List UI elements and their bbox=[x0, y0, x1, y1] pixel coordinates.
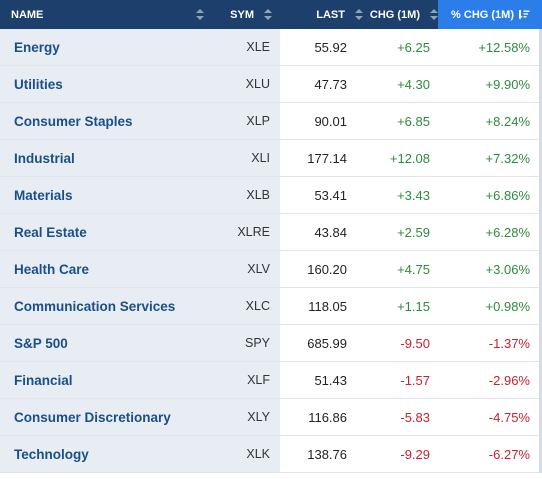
last-price-cell: 160.20 bbox=[307, 261, 347, 277]
last-price-cell: 51.43 bbox=[314, 372, 347, 388]
sector-name-link[interactable]: Materials bbox=[0, 177, 213, 213]
sector-name-link[interactable]: Industrial bbox=[0, 140, 213, 176]
table-row[interactable]: Consumer Discretionary XLY 116.86 -5.83 -4.7… bbox=[0, 399, 542, 436]
pct-change-1m-cell: +9.90% bbox=[485, 76, 530, 92]
symbol-cell: SPY bbox=[213, 325, 280, 361]
change-1m-cell: -1.57 bbox=[400, 372, 430, 388]
symbol-cell: XLI bbox=[213, 140, 280, 176]
table-header: NAME SYM LAST CHG (1M) % CHG (1M) bbox=[0, 0, 542, 29]
sector-name-link[interactable]: Financial bbox=[0, 362, 213, 398]
symbol-cell: XLC bbox=[213, 288, 280, 324]
last-price-cell: 43.84 bbox=[314, 224, 347, 240]
last-price-cell: 685.99 bbox=[307, 335, 347, 351]
pct-change-1m-cell: -6.27% bbox=[488, 446, 530, 462]
change-1m-cell: -9.29 bbox=[400, 446, 430, 462]
table-row[interactable]: S&P 500 SPY 685.99 -9.50 -1.37% bbox=[0, 325, 542, 362]
symbol-cell: XLK bbox=[213, 436, 280, 472]
table-body: Energy XLE 55.92 +6.25 +12.58% Utilities XLU 47… bbox=[0, 29, 542, 473]
symbol-cell: XLF bbox=[213, 362, 280, 398]
table-row[interactable]: Health Care XLV 160.20 +4.75 +3.06% bbox=[0, 251, 542, 288]
pct-change-1m-cell: +8.24% bbox=[485, 113, 530, 129]
symbol-cell: XLV bbox=[213, 251, 280, 287]
symbol-cell: XLU bbox=[213, 66, 280, 102]
last-price-cell: 53.41 bbox=[314, 187, 347, 203]
pct-change-1m-cell: +6.86% bbox=[485, 187, 530, 203]
pct-change-1m-cell: -2.96% bbox=[488, 372, 530, 388]
sector-name-link[interactable]: Utilities bbox=[0, 66, 213, 102]
sector-name-link[interactable]: S&P 500 bbox=[0, 325, 213, 361]
table-row[interactable]: Industrial XLI 177.14 +12.08 +7.32% bbox=[0, 140, 542, 177]
pct-change-1m-cell: +7.32% bbox=[485, 150, 530, 166]
column-header-chg[interactable]: CHG (1M) bbox=[363, 0, 438, 29]
table-row[interactable]: Communication Services XLC 118.05 +1.15 +0.9… bbox=[0, 288, 542, 325]
sector-name-link[interactable]: Consumer Staples bbox=[0, 103, 213, 139]
last-price-cell: 55.92 bbox=[314, 39, 347, 55]
pct-change-1m-cell: -4.75% bbox=[488, 409, 530, 425]
sort-both-icon bbox=[430, 9, 438, 20]
change-1m-cell: +6.25 bbox=[397, 39, 430, 55]
change-1m-cell: +4.30 bbox=[397, 76, 430, 92]
pct-change-1m-cell: +3.06% bbox=[485, 261, 530, 277]
symbol-cell: XLE bbox=[213, 29, 280, 65]
symbol-cell: XLRE bbox=[213, 214, 280, 250]
column-header-chg-label: CHG (1M) bbox=[369, 8, 420, 21]
symbol-cell: XLP bbox=[213, 103, 280, 139]
symbol-cell: XLB bbox=[213, 177, 280, 213]
column-header-sym-label: SYM bbox=[230, 8, 254, 21]
table-row[interactable]: Technology XLK 138.76 -9.29 -6.27% bbox=[0, 436, 542, 473]
pct-change-1m-cell: +0.98% bbox=[485, 298, 530, 314]
sector-name-link[interactable]: Health Care bbox=[0, 251, 213, 287]
sort-both-icon bbox=[196, 9, 204, 20]
sector-name-link[interactable]: Energy bbox=[0, 29, 213, 65]
table-row[interactable]: Utilities XLU 47.73 +4.30 +9.90% bbox=[0, 66, 542, 103]
change-1m-cell: -5.83 bbox=[400, 409, 430, 425]
pct-change-1m-cell: -1.37% bbox=[488, 335, 530, 351]
column-header-name[interactable]: NAME bbox=[0, 0, 213, 29]
table-row[interactable]: Financial XLF 51.43 -1.57 -2.96% bbox=[0, 362, 542, 399]
sort-both-icon bbox=[355, 9, 363, 20]
column-header-last-label: LAST bbox=[316, 8, 345, 21]
last-price-cell: 177.14 bbox=[307, 150, 347, 166]
change-1m-cell: -9.50 bbox=[400, 335, 430, 351]
table-row[interactable]: Materials XLB 53.41 +3.43 +6.86% bbox=[0, 177, 542, 214]
sort-descending-icon bbox=[519, 10, 530, 20]
sector-name-link[interactable]: Technology bbox=[0, 436, 213, 472]
pct-change-1m-cell: +6.28% bbox=[485, 224, 530, 240]
column-header-sym[interactable]: SYM bbox=[213, 0, 280, 29]
table-right-edge bbox=[539, 29, 542, 473]
change-1m-cell: +2.59 bbox=[397, 224, 430, 240]
column-header-last[interactable]: LAST bbox=[280, 0, 363, 29]
sector-name-link[interactable]: Communication Services bbox=[0, 288, 213, 324]
table-row[interactable]: Consumer Staples XLP 90.01 +6.85 +8.24% bbox=[0, 103, 542, 140]
column-header-pct-chg-label: % CHG (1M) bbox=[451, 8, 514, 21]
change-1m-cell: +1.15 bbox=[397, 298, 430, 314]
symbol-cell: XLY bbox=[213, 399, 280, 435]
sector-name-link[interactable]: Real Estate bbox=[0, 214, 213, 250]
change-1m-cell: +12.08 bbox=[389, 150, 430, 166]
sector-name-link[interactable]: Consumer Discretionary bbox=[0, 399, 213, 435]
sort-both-icon bbox=[264, 9, 272, 20]
last-price-cell: 138.76 bbox=[307, 446, 347, 462]
column-header-name-label: NAME bbox=[11, 8, 44, 21]
change-1m-cell: +3.43 bbox=[397, 187, 430, 203]
last-price-cell: 118.05 bbox=[308, 298, 347, 314]
last-price-cell: 116.86 bbox=[308, 409, 347, 425]
column-header-pct-chg[interactable]: % CHG (1M) bbox=[438, 0, 542, 29]
table-row[interactable]: Real Estate XLRE 43.84 +2.59 +6.28% bbox=[0, 214, 542, 251]
change-1m-cell: +4.75 bbox=[397, 261, 430, 277]
pct-change-1m-cell: +12.58% bbox=[478, 39, 530, 55]
change-1m-cell: +6.85 bbox=[397, 113, 430, 129]
last-price-cell: 47.73 bbox=[314, 76, 347, 92]
last-price-cell: 90.01 bbox=[314, 113, 347, 129]
table-row[interactable]: Energy XLE 55.92 +6.25 +12.58% bbox=[0, 29, 542, 66]
